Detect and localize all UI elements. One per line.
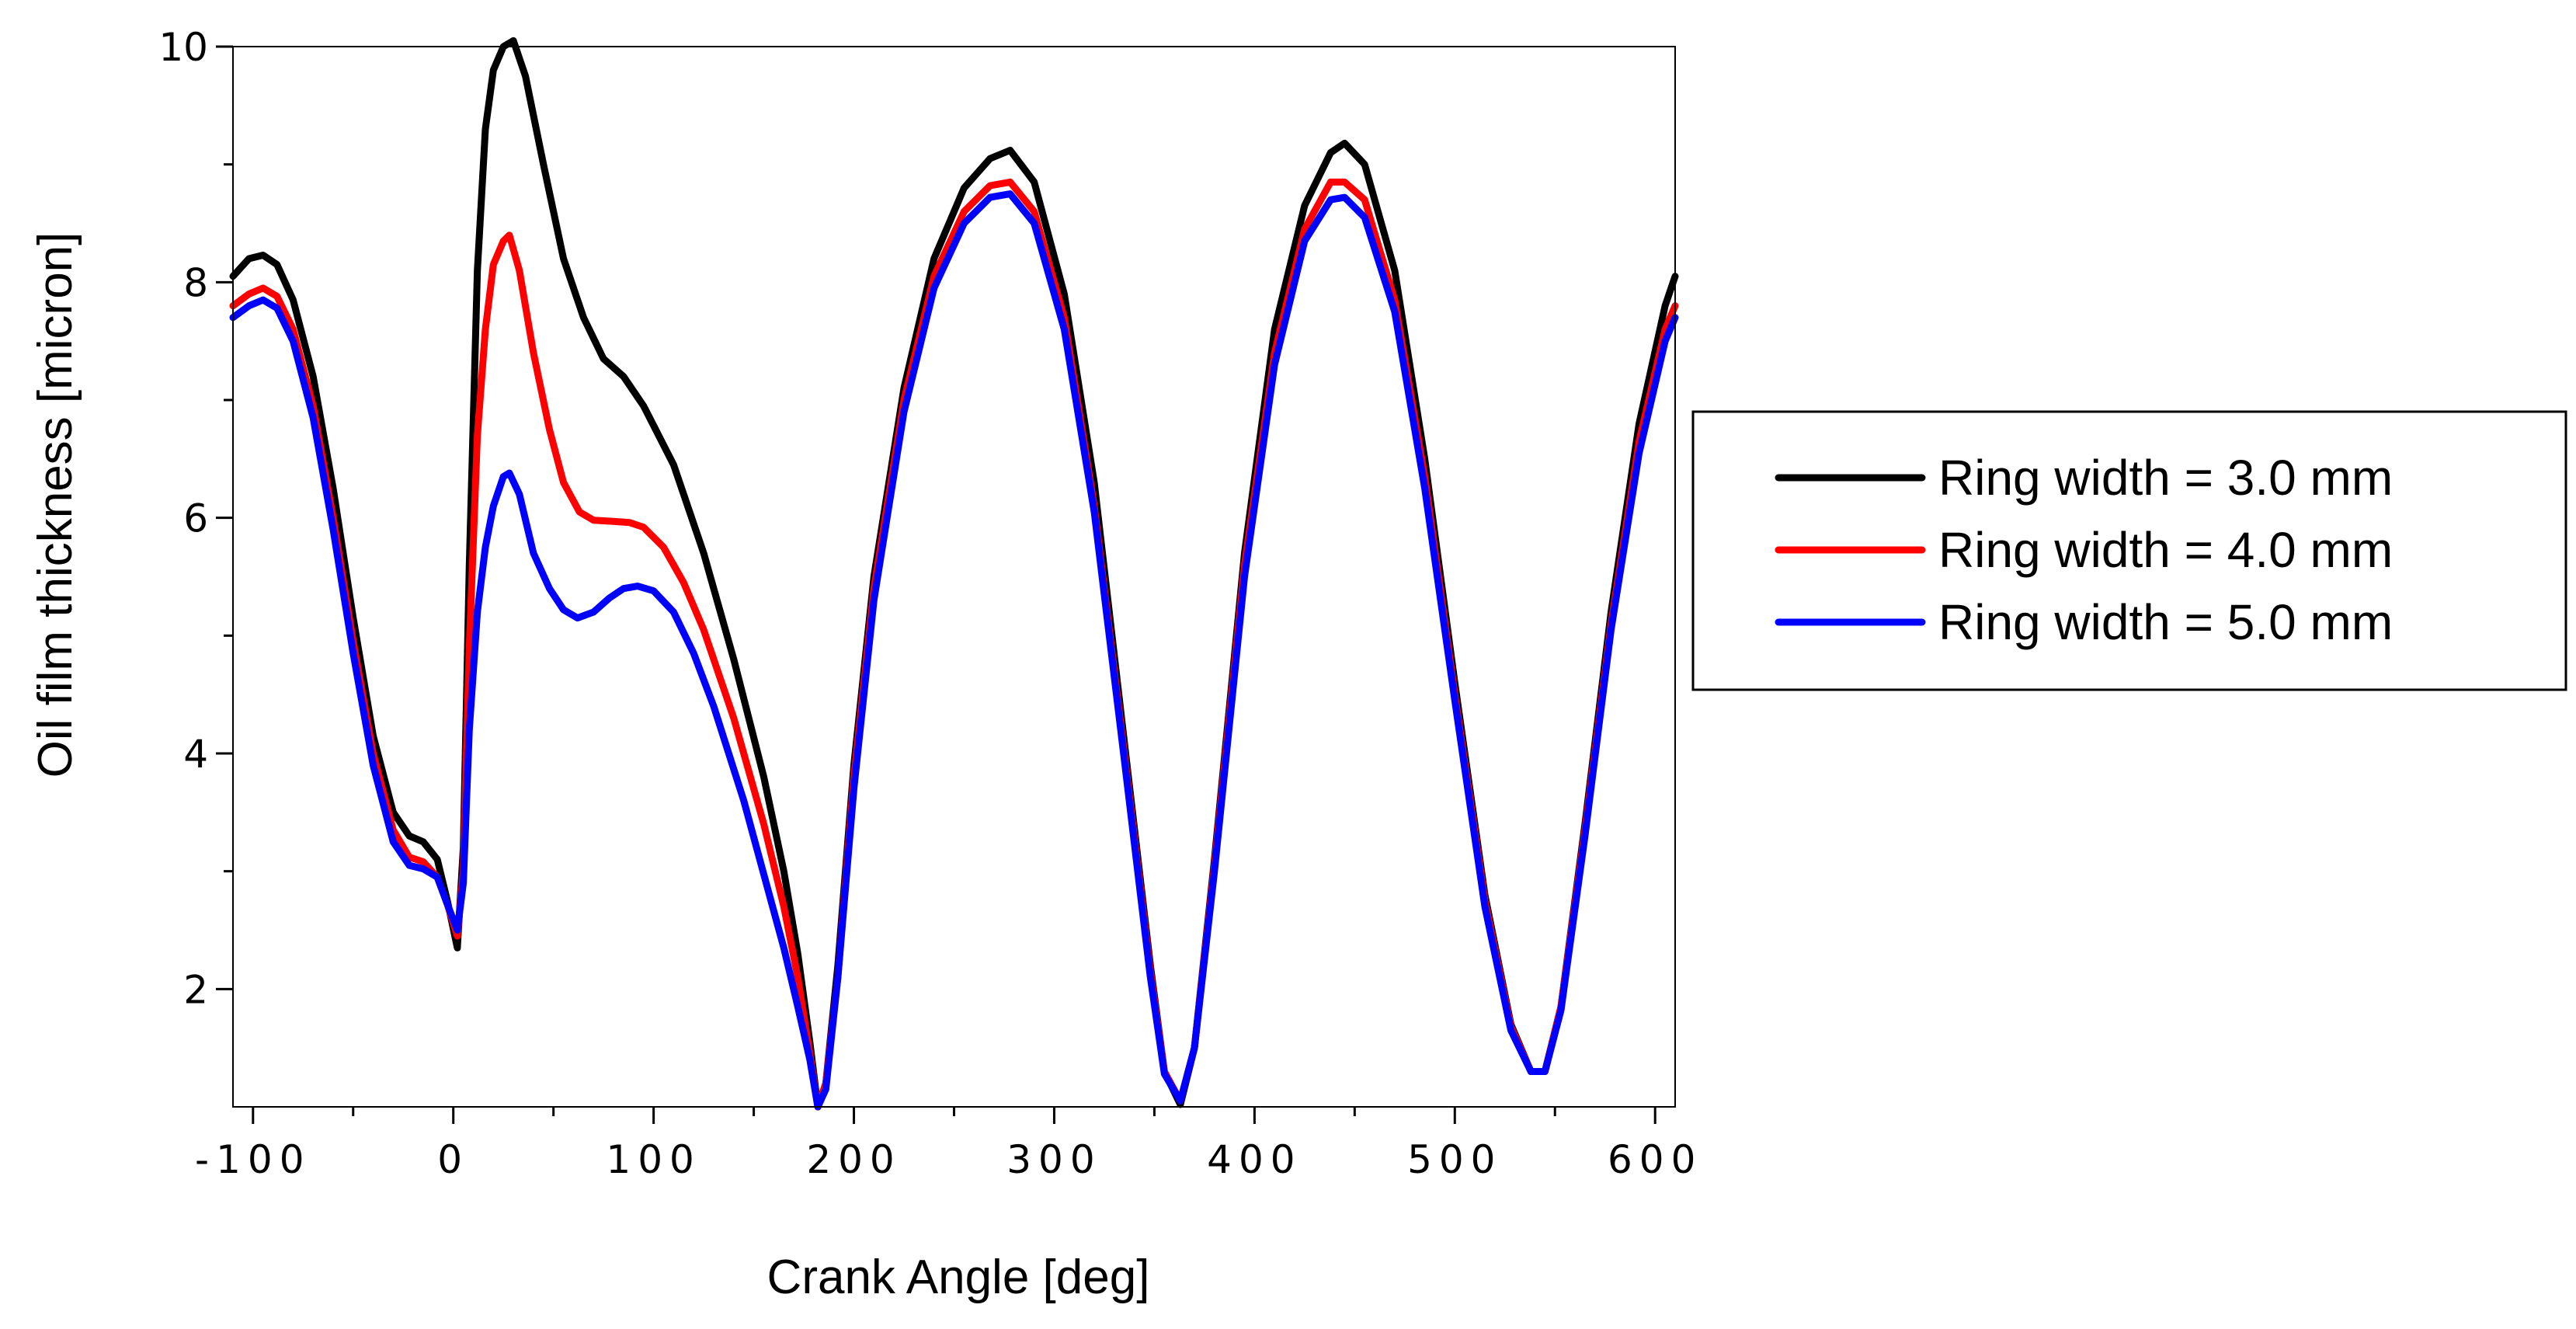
- axis-layer: -100 0 100 200 300 400 500 600 2 4 6 8 10: [158, 25, 1702, 1182]
- y-tick-label: 10: [158, 25, 208, 70]
- x-tick-label: 0: [437, 1137, 469, 1182]
- x-tick-label: 100: [606, 1137, 700, 1182]
- legend-label-2: Ring width = 4.0 mm: [1938, 522, 2393, 578]
- y-tick-label: 4: [183, 732, 208, 777]
- x-tick-label: -100: [195, 1137, 311, 1182]
- x-axis-title: Crank Angle [deg]: [767, 1251, 1150, 1304]
- x-tick-label: 500: [1407, 1137, 1502, 1182]
- x-tick-label: 300: [1006, 1137, 1101, 1182]
- legend-label-3: Ring width = 5.0 mm: [1938, 594, 2393, 650]
- legend-label-1: Ring width = 3.0 mm: [1938, 450, 2393, 506]
- legend: Ring width = 3.0 mm Ring width = 4.0 mm Ri…: [1691, 410, 2567, 691]
- y-tick-label: 6: [183, 496, 208, 541]
- x-tick-label: 600: [1608, 1137, 1702, 1182]
- legend-items: Ring width = 3.0 mm Ring width = 4.0 mm Ri…: [1775, 450, 2393, 650]
- y-axis-title: Oil film thickness [micron]: [29, 232, 82, 778]
- y-tick-label: 8: [183, 260, 208, 305]
- series-line-3: [229, 190, 1679, 1111]
- x-tick-label: 200: [806, 1137, 901, 1182]
- x-tick-label: 400: [1207, 1137, 1302, 1182]
- series-layer: [229, 37, 1679, 1111]
- y-tick-label: 2: [183, 967, 208, 1012]
